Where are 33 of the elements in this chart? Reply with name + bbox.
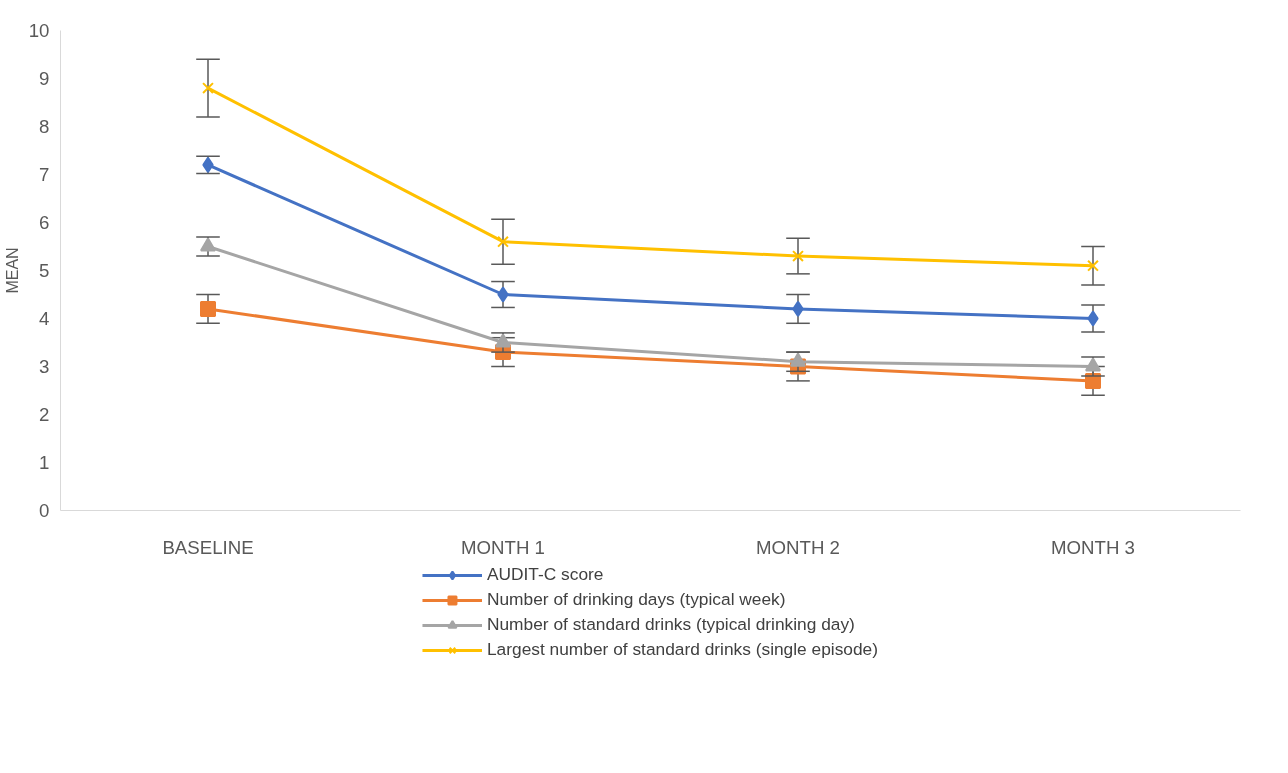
point (202, 156, 214, 173)
y-tick-label: 1 (39, 452, 50, 473)
y-tick-label: 7 (39, 164, 50, 185)
point (495, 333, 511, 348)
x-tick-label: MONTH 2 (756, 536, 840, 558)
point (497, 235, 509, 248)
y-tick-label: 0 (39, 500, 50, 521)
point (497, 286, 509, 303)
y-tick-label: 10 (28, 20, 50, 41)
point (792, 250, 804, 263)
legend-label: Number of drinking days (typical week) (486, 589, 786, 610)
point (200, 237, 216, 252)
legend-label: AUDIT-C score (486, 564, 604, 585)
y-tick-label: 8 (39, 116, 50, 137)
y-tick-label: 9 (39, 68, 50, 89)
point (1085, 357, 1101, 372)
x-tick-label: MONTH 3 (1051, 536, 1135, 558)
y-tick-label: 4 (39, 308, 50, 329)
y-axis-title: MEAN (3, 247, 21, 294)
y-tick-label: 5 (39, 260, 50, 281)
x-tick-label: MONTH 1 (461, 536, 545, 558)
point (202, 82, 214, 95)
y-tick-label: 2 (39, 404, 50, 425)
point (200, 300, 216, 317)
x-tick-label: BASELINE (162, 536, 254, 558)
y-tick-label: 3 (39, 356, 50, 377)
legend-label: Number of standard drinks (typical drinking day) (486, 614, 855, 635)
legend-label: Largest number of standard drinks (single episode) (486, 639, 879, 660)
point (1087, 259, 1099, 272)
point (792, 300, 804, 317)
point (790, 352, 806, 367)
point (1087, 310, 1099, 327)
y-tick-label: 6 (39, 212, 50, 233)
